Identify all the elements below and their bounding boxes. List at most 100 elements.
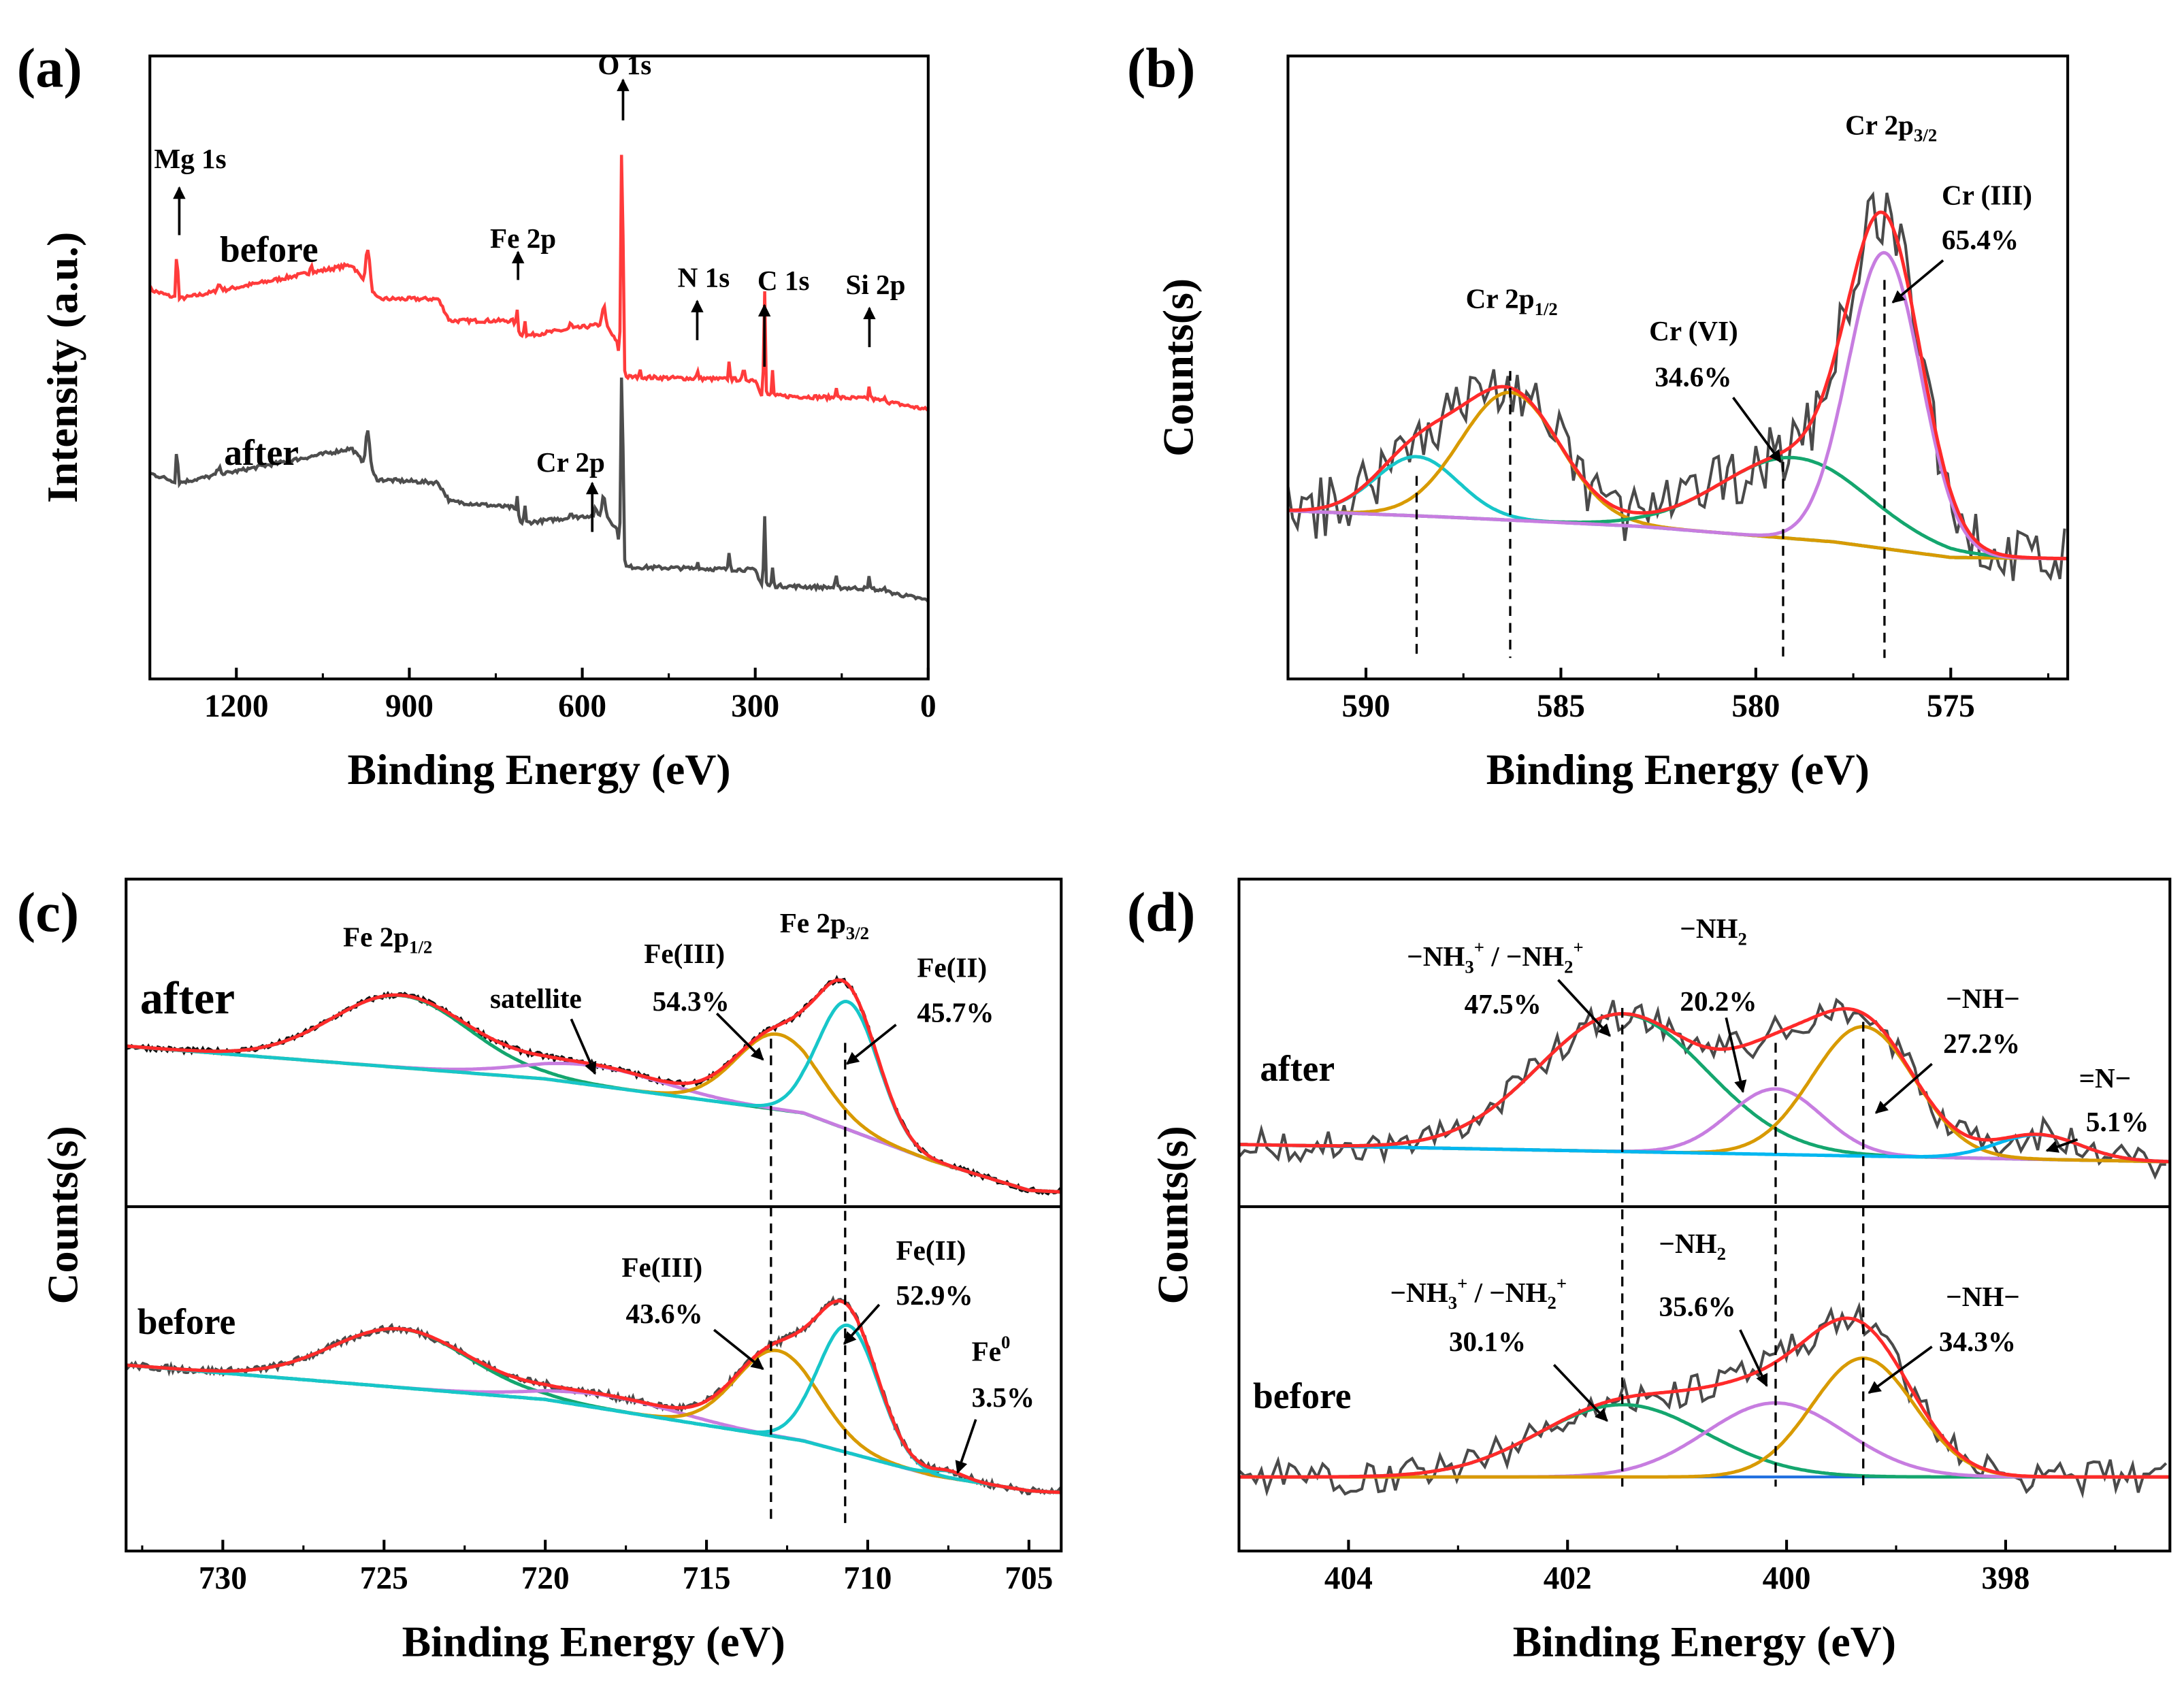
series-before	[148, 154, 930, 412]
annotation-nh2-after: −NH2	[1680, 913, 1746, 949]
component-−NH− 34.3%	[1239, 1356, 2170, 1479]
annotation-cr3: Cr (III)	[1942, 179, 2032, 211]
annotation-n1s: N 1s	[678, 262, 730, 293]
y-axis-label: Counts(s)	[38, 1126, 86, 1304]
annotation-mg1s: Mg 1s	[154, 143, 226, 174]
x-tick-label: 715	[683, 1561, 731, 1597]
annotation-fe3-after: Fe(III)	[644, 938, 725, 970]
x-tick-label: 398	[1981, 1561, 2030, 1597]
arrow	[715, 1012, 764, 1061]
component-Fe(II) 45.7%	[126, 1000, 1062, 1194]
annotation-nh-after: −NH−	[1946, 983, 2020, 1014]
arrow	[2045, 1138, 2079, 1153]
background-after	[1288, 509, 2068, 560]
annotation-cr6: Cr (VI)	[1649, 315, 1738, 347]
arrow	[1725, 1017, 1747, 1094]
x-tick-label: 400	[1763, 1561, 1811, 1597]
annotation-nh3-after: −NH3+ / −NH2+	[1407, 937, 1583, 977]
panel-label: (c)	[17, 881, 79, 943]
annotation-fe2-before-percent: 52.9%	[896, 1279, 973, 1311]
subplot-label-before: before	[1253, 1375, 1352, 1416]
arrow	[1868, 1345, 1933, 1394]
arrow	[843, 1303, 881, 1345]
x-axis-label: Binding Energy (eV)	[402, 1617, 785, 1665]
arrow	[1891, 259, 1944, 304]
arrow	[1552, 1364, 1608, 1422]
annotation-nh-before-percent: 34.3%	[1939, 1326, 2016, 1357]
arrow	[1732, 397, 1782, 463]
x-tick-label: 1200	[204, 689, 269, 724]
annotation-fe0: Fe0	[972, 1332, 1011, 1367]
plot-area: 590 585 580 575 Binding Energy (eV) Counts(s)	[1154, 54, 2070, 794]
arrow	[955, 1419, 977, 1474]
y-axis-label: Counts(s)	[1154, 278, 1203, 457]
annotation-cr2p32: Cr 2p3/2	[1845, 109, 1937, 145]
annotation-fe3-before: Fe(III)	[621, 1252, 702, 1284]
component-Fe0 3.5%	[126, 1363, 1062, 1495]
annotation-n-after: =N−	[2079, 1062, 2132, 1094]
plot-frame	[125, 877, 1063, 1553]
arrow	[1874, 1062, 1933, 1114]
x-tick-label: 900	[385, 689, 434, 724]
raw-data-before	[1238, 1301, 2168, 1499]
annotation-nh3-before-percent: 30.1%	[1449, 1326, 1526, 1357]
annotation-cr2p12: Cr 2p1/2	[1466, 283, 1558, 319]
envelope-before	[1239, 1316, 2170, 1479]
x-tick-label: 402	[1544, 1561, 1592, 1597]
annotation-fe2-after: Fe(II)	[917, 952, 987, 984]
annotation-fe2p: Fe 2p	[490, 223, 556, 254]
plot-area: 1200 900 600 300 0 Binding Energy (eV) Intensi…	[38, 54, 936, 794]
annotation-nh-before: −NH−	[1946, 1281, 2020, 1312]
series-label-before: before	[220, 229, 319, 270]
annotation-nh-after-percent: 27.2%	[1943, 1028, 2020, 1059]
x-tick-label: 580	[1731, 689, 1780, 724]
annotation-cr3-percent: 65.4%	[1942, 224, 2019, 255]
plot-area: 730 725 720 715 710 705 Binding Energy (eV) Cou…	[38, 877, 1063, 1665]
annotation-nh2-before-percent: 35.6%	[1659, 1290, 1736, 1322]
x-tick-label: 585	[1537, 689, 1585, 724]
subplot-label-after: after	[140, 973, 235, 1024]
annotation-cr6-percent: 34.6%	[1655, 361, 1731, 393]
annotation-o1s: O 1s	[598, 49, 651, 80]
x-tick-label: 300	[731, 689, 779, 724]
plot-frame	[1237, 877, 2172, 1553]
arrow	[713, 1328, 764, 1371]
annotation-si2p: Si 2p	[845, 269, 905, 300]
panel-label: (b)	[1127, 37, 1196, 99]
series-label-after: after	[224, 432, 299, 473]
annotation-fe2-after-percent: 45.7%	[917, 997, 994, 1028]
y-axis-label: Counts(s)	[1148, 1126, 1196, 1304]
component-Cr (III) 65.4%	[1288, 250, 2068, 561]
panel-label: (d)	[1127, 881, 1196, 943]
x-tick-label: 404	[1324, 1561, 1373, 1597]
annotation-satellite: satellite	[490, 983, 582, 1014]
x-axis-label: Binding Energy (eV)	[347, 745, 730, 794]
component-−NH3+ / −NH2+ 30.1%	[1239, 1403, 2170, 1479]
subplot-label-before: before	[137, 1301, 236, 1342]
annotation-fe2p12: Fe 2p1/2	[343, 921, 432, 957]
arrow	[570, 1018, 597, 1075]
annotation-fe3-after-percent: 54.3%	[653, 985, 730, 1017]
x-tick-label: 720	[521, 1561, 570, 1597]
annotation-nh3-after-percent: 47.5%	[1465, 988, 1542, 1019]
plot-frame	[148, 54, 930, 681]
annotation-fe2-before: Fe(II)	[896, 1235, 966, 1267]
annotation-c1s: C 1s	[757, 265, 810, 296]
component-Fe 2p1/2	[125, 1326, 1062, 1495]
panel-b-cr2p: (b) 590 585 580 575 Binding Energy (eV) Count…	[1127, 37, 2070, 794]
x-tick-label: 590	[1342, 689, 1390, 724]
annotation-fe3-before-percent: 43.6%	[626, 1298, 703, 1329]
x-axis-label: Binding Energy (eV)	[1513, 1617, 1896, 1665]
x-tick-label: 710	[843, 1561, 892, 1597]
x-tick-label: 0	[920, 689, 936, 724]
plot-area: 404 402 400 398 Binding Energy (eV) Counts(s)	[1148, 877, 2172, 1665]
y-axis-label: Intensity (a.u.)	[38, 232, 86, 503]
component-Cr 2p1/2 (III)	[1288, 391, 2068, 561]
subplot-label-after: after	[1260, 1048, 1335, 1089]
annotation-nh3-before: −NH3+ / −NH2+	[1390, 1273, 1567, 1313]
x-tick-label: 705	[1005, 1561, 1053, 1597]
annotation-cr2p: Cr 2p	[536, 446, 605, 478]
panel-label: (a)	[17, 37, 82, 99]
x-tick-label: 725	[360, 1561, 408, 1597]
